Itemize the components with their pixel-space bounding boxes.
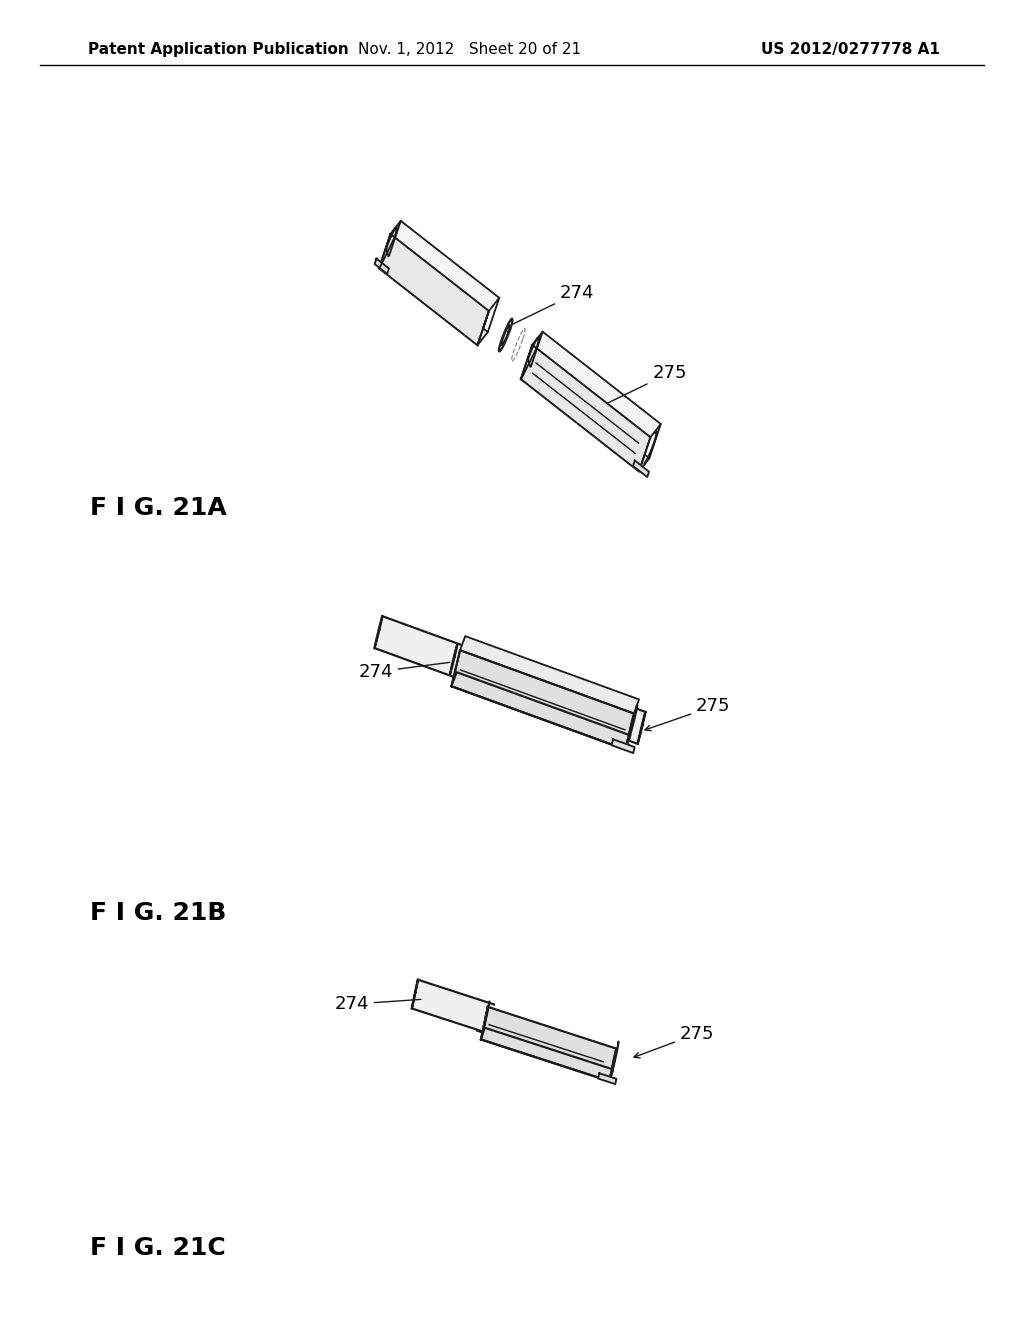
Polygon shape [521, 345, 650, 471]
Polygon shape [638, 711, 645, 744]
Polygon shape [633, 461, 649, 477]
Polygon shape [376, 620, 381, 643]
Polygon shape [413, 983, 417, 1005]
Polygon shape [390, 220, 500, 312]
Polygon shape [379, 234, 488, 346]
Polygon shape [521, 366, 649, 471]
Polygon shape [450, 644, 458, 675]
Polygon shape [452, 672, 631, 750]
Text: Nov. 1, 2012   Sheet 20 of 21: Nov. 1, 2012 Sheet 20 of 21 [358, 42, 582, 57]
Text: 274: 274 [358, 663, 450, 681]
Polygon shape [375, 616, 645, 744]
Polygon shape [611, 739, 635, 754]
Polygon shape [375, 616, 382, 648]
Text: Patent Application Publication: Patent Application Publication [88, 42, 349, 57]
Polygon shape [412, 979, 418, 1008]
Polygon shape [451, 649, 457, 671]
Polygon shape [481, 1028, 613, 1081]
Text: 275: 275 [601, 364, 687, 407]
Polygon shape [532, 331, 660, 437]
Polygon shape [483, 1002, 489, 1034]
Polygon shape [412, 979, 494, 1034]
Text: F I G. 21B: F I G. 21B [90, 902, 226, 925]
Text: US 2012/0277778 A1: US 2012/0277778 A1 [761, 42, 940, 57]
Polygon shape [452, 651, 634, 750]
Polygon shape [502, 325, 510, 345]
Polygon shape [598, 1073, 616, 1084]
Polygon shape [460, 636, 639, 714]
Polygon shape [499, 318, 512, 351]
Polygon shape [481, 1007, 616, 1081]
Text: 275: 275 [645, 697, 730, 731]
Text: F I G. 21C: F I G. 21C [90, 1236, 225, 1261]
Text: 274: 274 [508, 284, 594, 327]
Text: F I G. 21A: F I G. 21A [90, 496, 226, 520]
Text: 275: 275 [634, 1024, 715, 1057]
Text: 274: 274 [334, 995, 421, 1014]
Polygon shape [379, 255, 487, 346]
Polygon shape [375, 259, 389, 273]
